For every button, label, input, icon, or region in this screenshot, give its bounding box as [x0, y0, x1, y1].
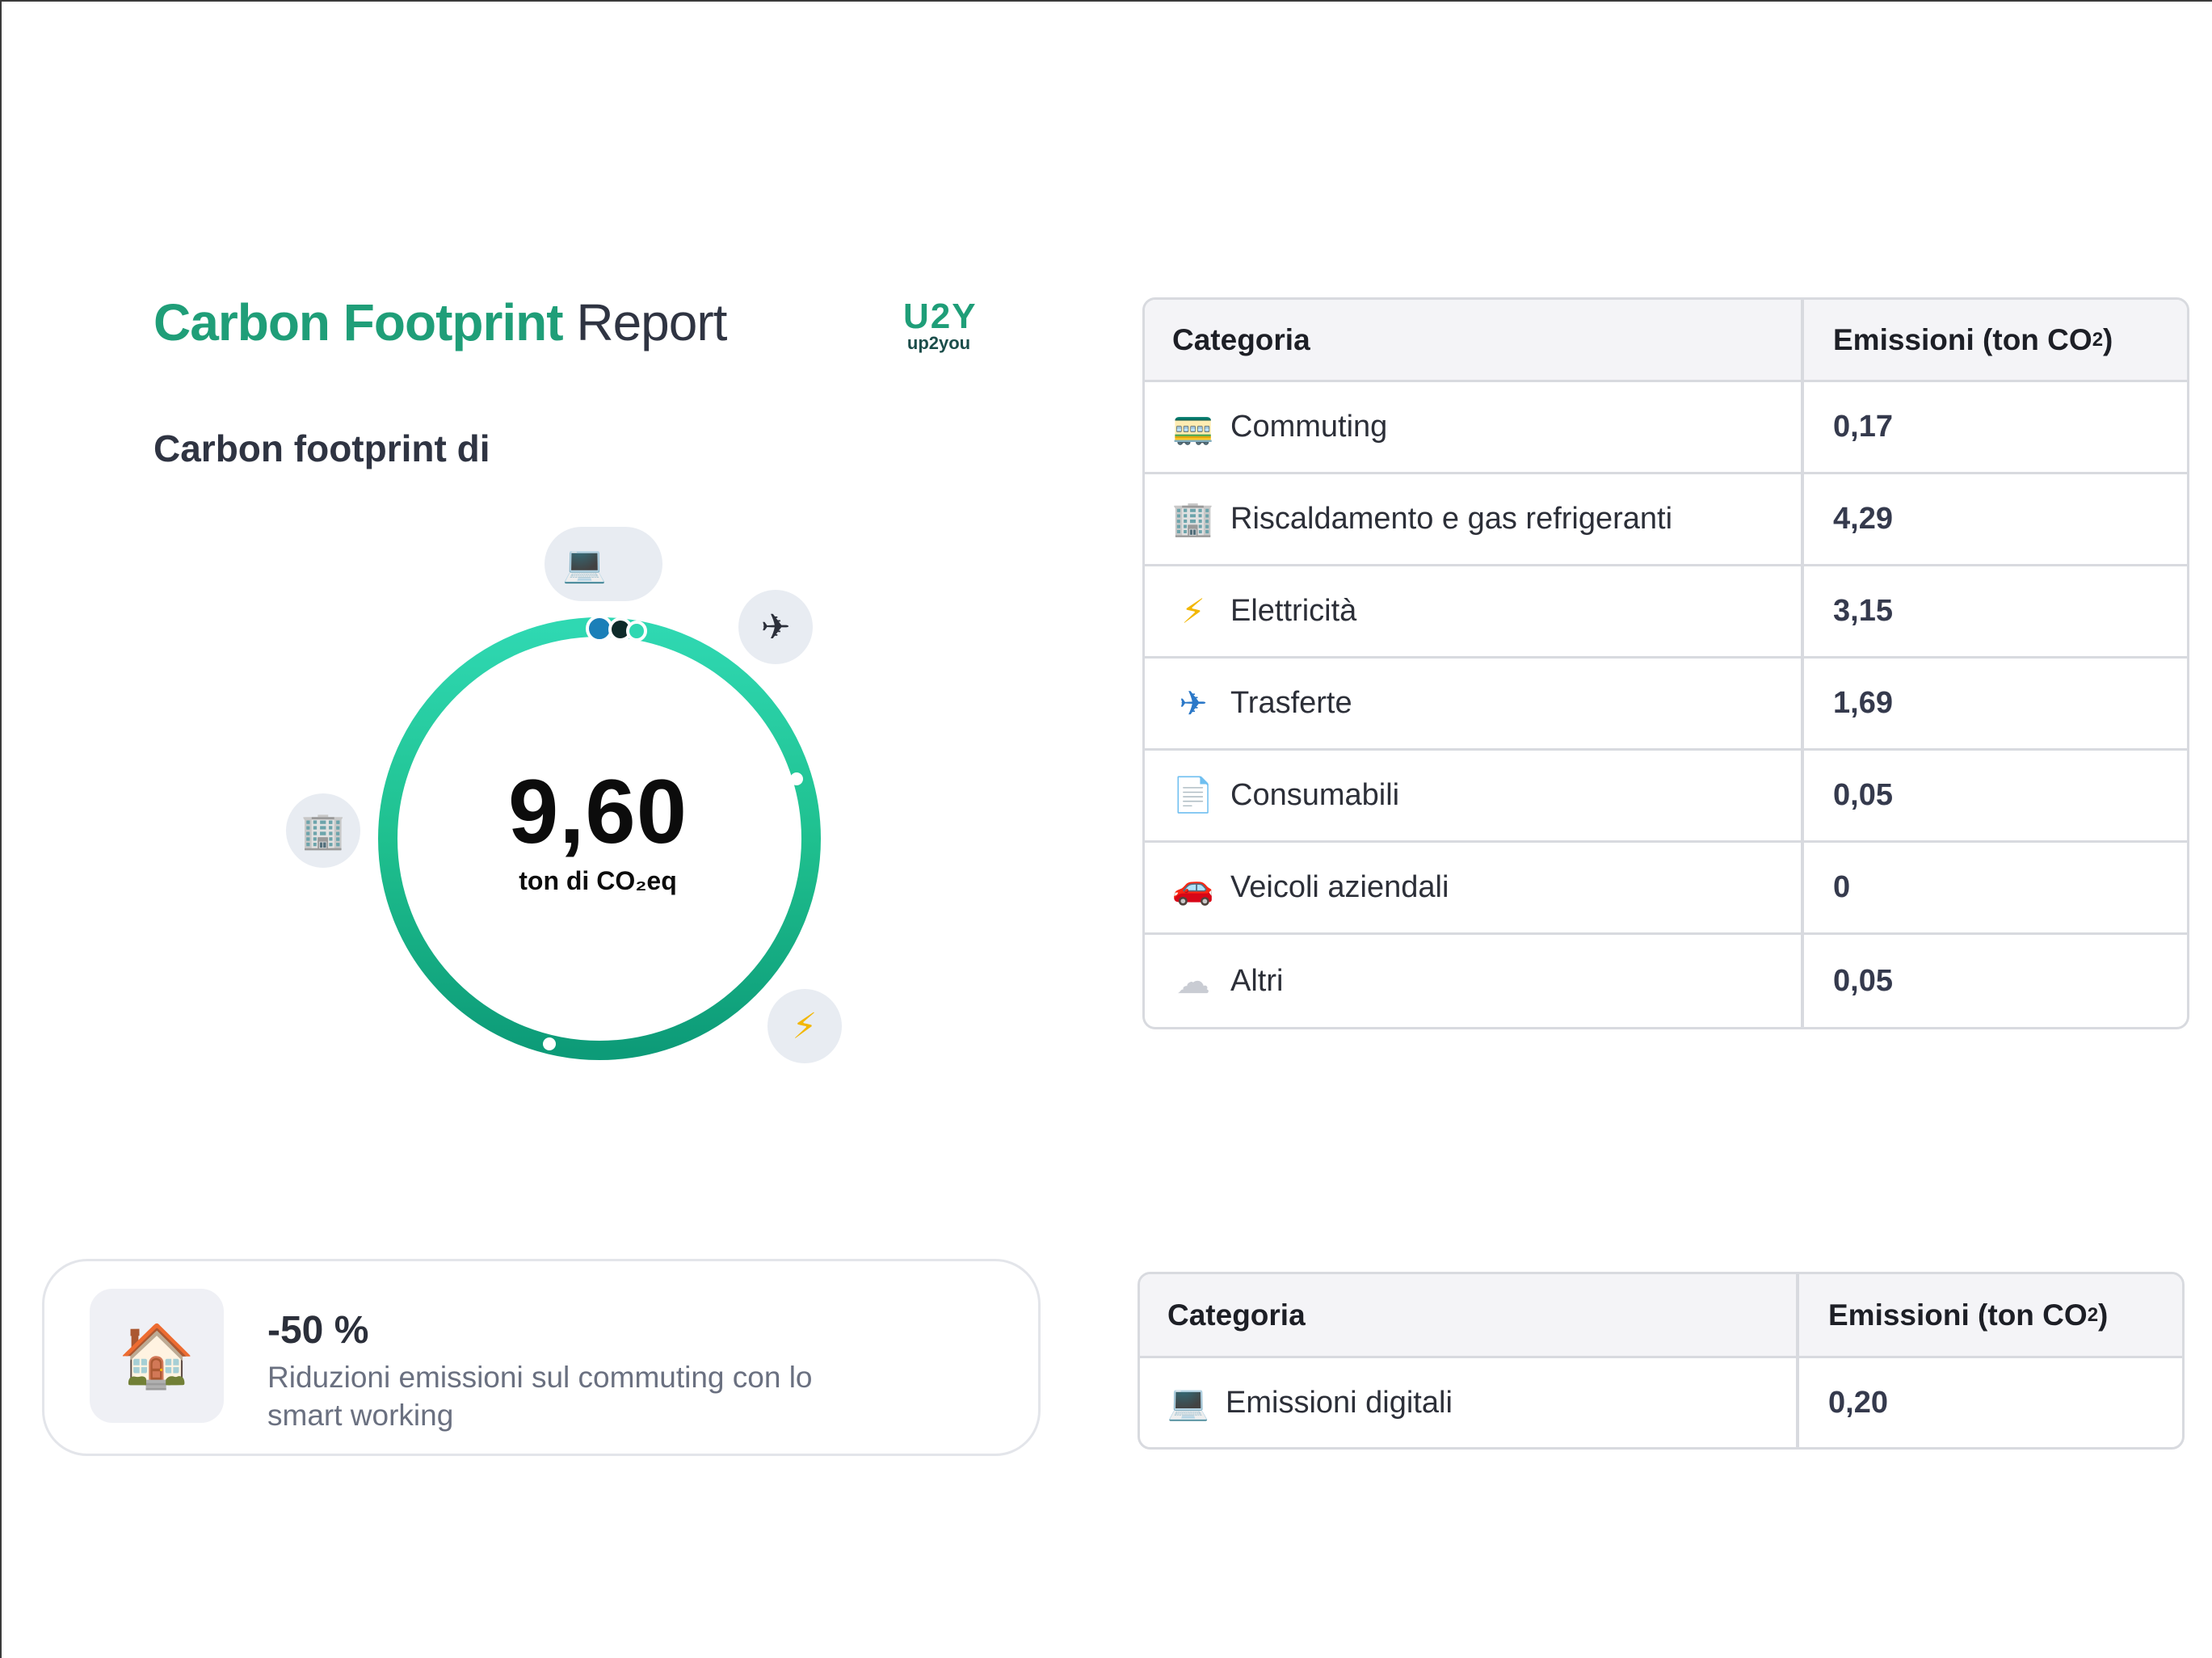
total-emissions-unit: ton di CO₂eq — [519, 866, 677, 895]
laptop-icon: 💻 — [1167, 1382, 1210, 1421]
total-emissions-value: 9,60 — [508, 761, 688, 862]
category-label: Veicoli aziendali — [1230, 870, 1449, 904]
lightning-icon: ⚡ — [767, 989, 842, 1063]
laptop-icon: 💻 — [545, 527, 662, 601]
table-row: ⚡ Elettricità 3,15 — [1145, 566, 2187, 659]
table-header-row: Categoria Emissioni (ton CO 2) — [1145, 300, 2187, 382]
emissions-value: 0,17 — [1833, 410, 1893, 444]
table-row: 📄 Consumabili 0,05 — [1145, 751, 2187, 843]
table-body: 🚃 Commuting 0,17 🏢 Riscaldamento e gas refri… — [1145, 382, 2187, 1027]
house-icon: 🏠 — [90, 1289, 224, 1423]
table-body: 💻 Emissioni digitali 0,20 — [1140, 1358, 2182, 1447]
emissions-value: 4,29 — [1833, 502, 1893, 536]
tram-icon: 🚃 — [1171, 407, 1215, 445]
donut-segment-divider — [543, 1037, 556, 1050]
digital-emissions-table: Categoria Emissioni (ton CO 2) 💻 Emissioni… — [1138, 1272, 2185, 1450]
category-label: Emissioni digitali — [1226, 1385, 1453, 1420]
title-strong: Carbon Footprint — [153, 293, 564, 351]
emissions-value: 1,69 — [1833, 686, 1893, 720]
airplane-icon: ✈ — [1179, 684, 1208, 722]
category-cell: ✈ Trasferte — [1145, 659, 1804, 748]
category-cell: 💻 Emissioni digitali — [1140, 1358, 1799, 1447]
up2you-logo: U2Y up2you — [903, 297, 978, 353]
emissions-value: 0,05 — [1833, 778, 1893, 812]
category-label: Elettricità — [1230, 594, 1357, 628]
column-header-emissions: Emissioni (ton CO 2) — [1828, 1298, 2109, 1332]
category-label: Commuting — [1230, 410, 1388, 444]
table-header-row: Categoria Emissioni (ton CO 2) — [1140, 1274, 2182, 1358]
cloud-icon: ☁ — [1176, 962, 1210, 1000]
smart-working-card: 🏠 -50 % Riduzioni emissioni sul commutin… — [42, 1259, 1041, 1456]
donut-segment-other — [626, 621, 647, 642]
category-label: Riscaldamento e gas refrigeranti — [1230, 502, 1673, 536]
title-light: Report — [576, 293, 727, 351]
lightning-icon: ⚡ — [1181, 592, 1205, 630]
table-row: ✈ Trasferte 1,69 — [1145, 659, 2187, 751]
emissions-value: 0 — [1833, 870, 1851, 904]
emissions-value: 0,05 — [1833, 963, 1893, 998]
logo-word: up2you — [906, 333, 971, 353]
emissions-table: Categoria Emissioni (ton CO 2) 🚃 Commuting… — [1142, 297, 2189, 1029]
category-cell: 🚗 Veicoli aziendali — [1145, 843, 1804, 932]
category-label: Consumabili — [1230, 778, 1400, 812]
smart-working-description: Riduzioni emissioni sul commuting con lo… — [267, 1361, 813, 1432]
table-row: 💻 Emissioni digitali 0,20 — [1140, 1358, 2182, 1447]
category-label: Altri — [1230, 963, 1284, 998]
footprint-donut: 9,60 ton di CO₂eq 💻 ✈ 🏢 ⚡ — [275, 517, 921, 1099]
category-cell: 🚃 Commuting — [1145, 382, 1804, 472]
column-header-category: Categoria — [1140, 1274, 1799, 1356]
table-row: 🚗 Veicoli aziendali 0 — [1145, 843, 2187, 935]
category-cell: 🏢 Riscaldamento e gas refrigeranti — [1145, 474, 1804, 564]
logo-mark: U2Y — [903, 297, 978, 336]
section-subtitle: Carbon footprint di — [153, 427, 490, 469]
table-row: ☁ Altri 0,05 — [1145, 935, 2187, 1027]
category-cell: ⚡ Elettricità — [1145, 566, 1804, 656]
car-icon: 🚗 — [1171, 868, 1215, 906]
document-icon: 📄 — [1171, 776, 1215, 814]
table-row: 🏢 Riscaldamento e gas refrigeranti 4,29 — [1145, 474, 2187, 566]
smart-working-value: -50 % — [267, 1309, 369, 1352]
emissions-value: 0,20 — [1828, 1385, 1888, 1420]
table-row: 🚃 Commuting 0,17 — [1145, 382, 2187, 474]
donut-segment-divider — [790, 772, 803, 785]
column-header-category: Categoria — [1145, 300, 1804, 380]
airplane-icon: ✈ — [738, 590, 813, 664]
donut-segment-digital — [586, 615, 613, 642]
category-label: Trasferte — [1230, 686, 1352, 720]
category-cell: ☁ Altri — [1145, 935, 1804, 1027]
donut-ring — [378, 615, 821, 1060]
office-building-icon: 🏢 — [1171, 499, 1215, 537]
emissions-value: 3,15 — [1833, 594, 1893, 628]
column-header-emissions: Emissioni (ton CO 2) — [1833, 322, 2113, 356]
office-building-icon: 🏢 — [286, 793, 360, 868]
category-cell: 📄 Consumabili — [1145, 751, 1804, 840]
report-title: Carbon Footprint Report — [153, 292, 727, 352]
